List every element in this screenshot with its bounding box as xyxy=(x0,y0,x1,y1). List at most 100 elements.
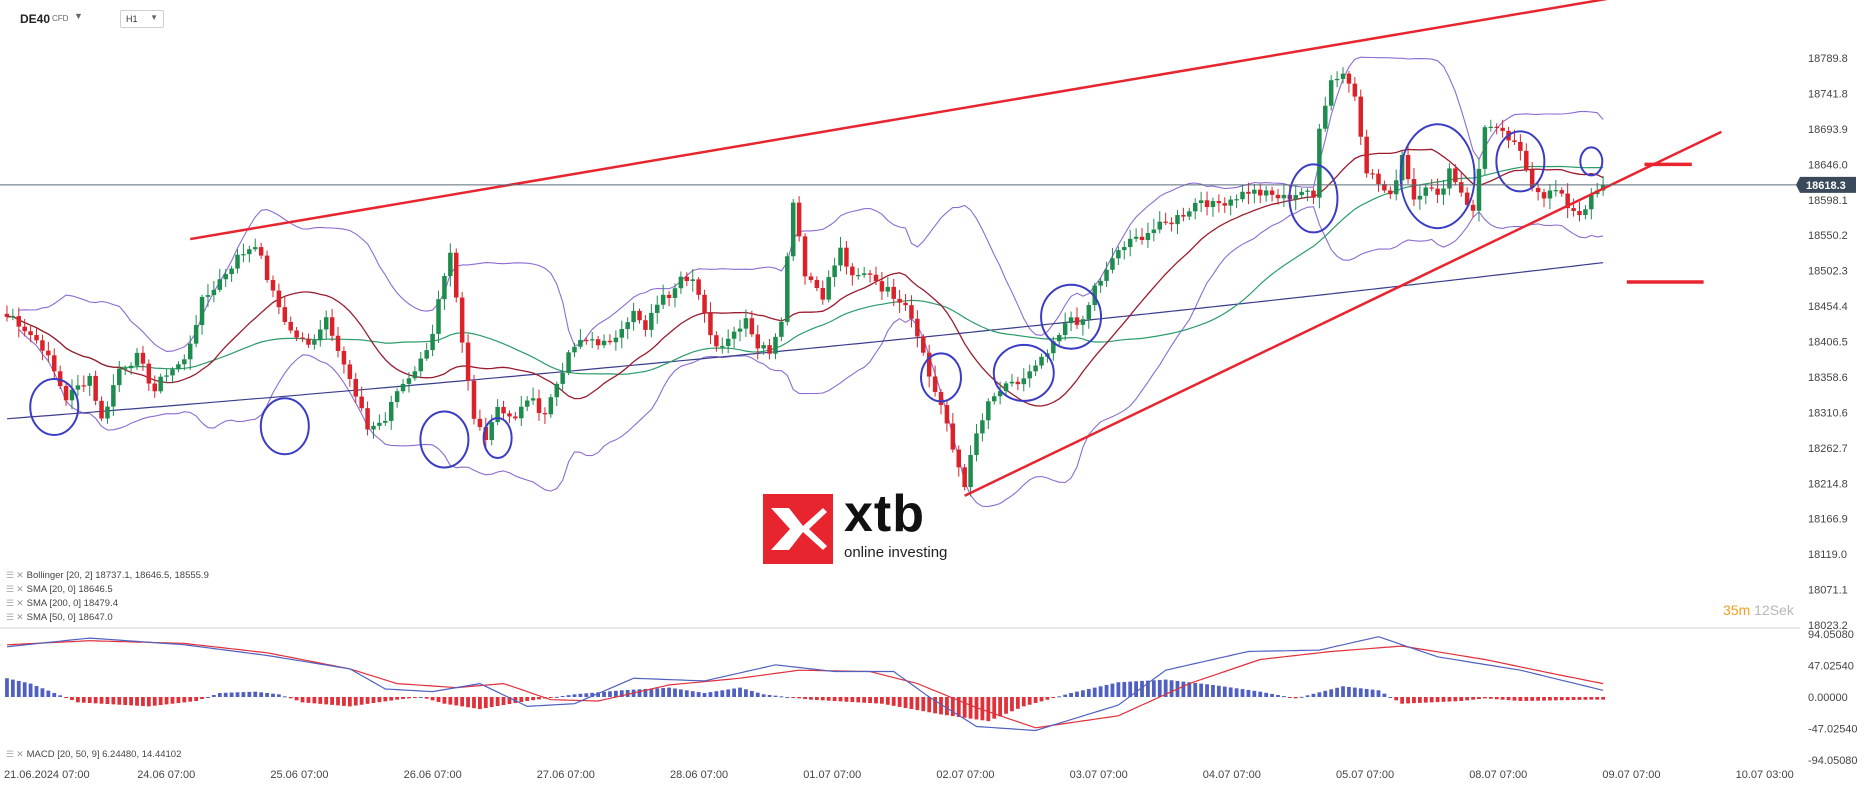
close-icon[interactable]: ✕ xyxy=(16,612,24,622)
candle-body xyxy=(956,449,961,468)
candle-body xyxy=(412,371,418,379)
settings-icon[interactable]: ☰ xyxy=(6,570,15,580)
settings-icon[interactable]: ☰ xyxy=(6,612,15,622)
candle-body xyxy=(1470,204,1476,211)
close-icon[interactable]: ✕ xyxy=(16,598,24,608)
candle-body xyxy=(725,338,731,347)
candle-body xyxy=(1122,247,1127,251)
candle-body xyxy=(1518,141,1523,151)
macd-histogram-bar xyxy=(200,697,204,700)
candle-body xyxy=(524,400,530,407)
indicator-legend-sma20[interactable]: ☰ ✕ SMA [20, 0] 18646.5 xyxy=(6,584,113,595)
candle-body xyxy=(1133,236,1139,239)
macd-histogram-bar xyxy=(1063,694,1068,697)
candle-body xyxy=(649,312,654,330)
timeframe-select[interactable]: H1 ▼ xyxy=(120,10,164,28)
indicator-legend-macd[interactable]: ☰ ✕ MACD [20, 50, 9] 6.24480, 14.44102 xyxy=(6,749,181,760)
candle-body xyxy=(1565,193,1570,209)
indicator-legend-sma200[interactable]: ☰ ✕ SMA [200, 0] 18479.4 xyxy=(6,598,118,609)
highlight-circle xyxy=(1040,283,1103,350)
macd-histogram-bar xyxy=(1565,697,1570,701)
macd-histogram-bar xyxy=(992,697,997,719)
candle-body xyxy=(820,288,826,300)
macd-histogram-bar xyxy=(16,680,21,697)
candle-body xyxy=(1559,190,1564,194)
macd-histogram-bar xyxy=(40,688,45,697)
candle-body xyxy=(1423,187,1429,196)
macd-histogram-bar xyxy=(123,697,128,706)
macd-line xyxy=(6,636,1604,732)
candle-body xyxy=(394,391,400,402)
symbol-label[interactable]: DE40 xyxy=(20,12,51,26)
price-tick-label: 18214.8 xyxy=(1808,478,1848,490)
macd-histogram-bar xyxy=(247,691,252,697)
candle-body xyxy=(400,383,406,392)
indicator-legend-bollinger[interactable]: ☰ ✕ Bollinger [20, 2] 18737.1, 18646.5, 18… xyxy=(6,570,209,581)
macd-histogram-bar xyxy=(921,697,926,712)
macd-histogram-bar xyxy=(625,689,630,697)
candle-body xyxy=(205,295,211,297)
price-tick-label: 18693.9 xyxy=(1808,124,1848,136)
macd-histogram-bar xyxy=(46,690,51,697)
macd-histogram-bar xyxy=(1441,697,1446,702)
price-tick-label: 18406.5 xyxy=(1808,337,1848,349)
candle-body xyxy=(962,467,967,488)
macd-histogram-bar xyxy=(814,697,819,701)
candle-body xyxy=(341,350,347,365)
candle-body xyxy=(578,339,583,347)
candle-body xyxy=(513,416,518,419)
candle-body xyxy=(442,276,447,300)
macd-histogram-bar xyxy=(478,697,482,710)
time-tick-label: 02.07 07:00 xyxy=(936,769,994,781)
candle-body xyxy=(193,325,199,344)
macd-histogram-bar xyxy=(1199,683,1204,697)
candle-body xyxy=(46,350,51,356)
close-icon[interactable]: ✕ xyxy=(16,584,24,594)
macd-histogram-bar xyxy=(1335,687,1339,697)
macd-histogram-bar xyxy=(797,697,802,699)
candle-body xyxy=(1116,250,1121,259)
candle-body xyxy=(980,420,985,434)
candle-body xyxy=(1577,211,1582,216)
candle-body xyxy=(75,385,81,390)
macd-histogram-bar xyxy=(141,697,145,707)
indicator-legend-sma50[interactable]: ☰ ✕ SMA [50, 0] 18647.0 xyxy=(6,612,113,623)
settings-icon[interactable]: ☰ xyxy=(6,584,15,594)
candle-body xyxy=(785,256,790,322)
macd-histogram-bar xyxy=(460,697,465,707)
candle-body xyxy=(235,254,240,269)
candle-body xyxy=(808,276,814,280)
candle-body xyxy=(1127,238,1133,248)
candle-body xyxy=(1512,140,1517,142)
settings-icon[interactable]: ☰ xyxy=(6,598,15,608)
price-tick-label: 18310.6 xyxy=(1808,407,1848,419)
candle-body xyxy=(1021,378,1027,385)
candle-body xyxy=(1524,150,1529,170)
settings-icon[interactable]: ☰ xyxy=(6,749,15,759)
macd-histogram-bar xyxy=(744,689,748,697)
macd-histogram-bar xyxy=(64,697,68,698)
candle-body xyxy=(377,422,382,426)
macd-histogram-bar xyxy=(1488,697,1493,699)
highlight-circle xyxy=(1579,146,1604,177)
candle-body xyxy=(1399,154,1405,181)
macd-histogram-bar xyxy=(655,688,660,697)
symbol-type: CFD xyxy=(52,14,69,23)
macd-histogram-bar xyxy=(1435,697,1440,703)
candle-body xyxy=(1110,258,1115,270)
candle-body xyxy=(1175,215,1180,225)
macd-histogram-bar xyxy=(253,691,258,697)
candle-body xyxy=(158,376,163,392)
candle-body xyxy=(383,420,388,423)
candle-body xyxy=(217,279,223,290)
macd-histogram-bar xyxy=(1417,697,1422,703)
annotations xyxy=(0,0,1800,497)
close-icon[interactable]: ✕ xyxy=(16,570,24,580)
macd-histogram-bar xyxy=(1228,687,1233,697)
macd-histogram-bar xyxy=(1388,697,1393,698)
chevron-down-icon[interactable]: ▼ xyxy=(74,11,83,21)
candle-body xyxy=(909,305,914,319)
close-icon[interactable]: ✕ xyxy=(16,749,24,759)
candle-body xyxy=(873,274,879,282)
